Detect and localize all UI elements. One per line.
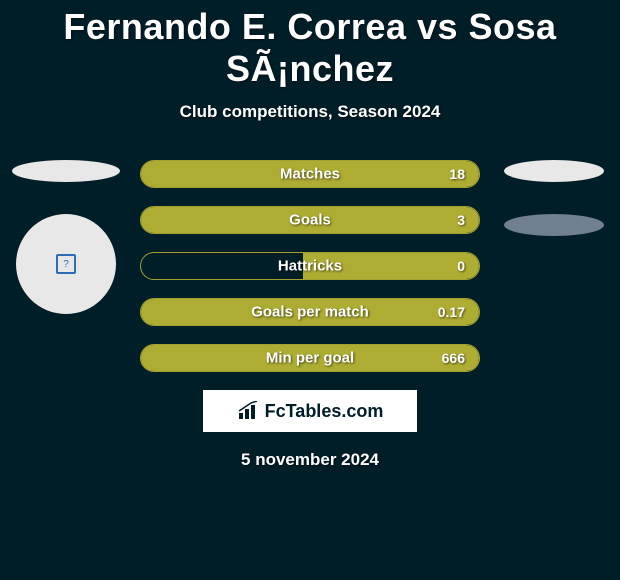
page-subtitle: Club competitions, Season 2024 bbox=[0, 102, 620, 122]
brand-text: FcTables.com bbox=[265, 401, 384, 422]
left-player-col: ? bbox=[6, 160, 126, 314]
stat-value: 0.17 bbox=[438, 304, 465, 320]
stat-label: Goals bbox=[289, 212, 331, 229]
right-player-avatar-ellipse bbox=[504, 214, 604, 236]
stat-value: 0 bbox=[457, 258, 465, 274]
stat-row-hattricks: Hattricks 0 bbox=[140, 252, 480, 280]
stat-row-goals-per-match: Goals per match 0.17 bbox=[140, 298, 480, 326]
stat-label: Min per goal bbox=[266, 350, 354, 367]
stat-label: Hattricks bbox=[278, 258, 342, 275]
date-text: 5 november 2024 bbox=[0, 450, 620, 470]
placeholder-icon: ? bbox=[56, 254, 76, 274]
stat-row-matches: Matches 18 bbox=[140, 160, 480, 188]
left-player-avatar: ? bbox=[16, 214, 116, 314]
stat-label: Matches bbox=[280, 166, 340, 183]
right-player-col bbox=[494, 160, 614, 236]
stat-row-min-per-goal: Min per goal 666 bbox=[140, 344, 480, 372]
stat-value: 18 bbox=[449, 166, 465, 182]
right-player-name-ellipse bbox=[504, 160, 604, 182]
left-player-name-ellipse bbox=[12, 160, 120, 182]
chart-icon bbox=[237, 401, 261, 421]
stat-row-goals: Goals 3 bbox=[140, 206, 480, 234]
stats-bars: Matches 18 Goals 3 Hattricks 0 Goals per… bbox=[140, 160, 480, 372]
stat-value: 666 bbox=[442, 350, 465, 366]
brand-box[interactable]: FcTables.com bbox=[203, 390, 417, 432]
page-title: Fernando E. Correa vs Sosa SÃ¡nchez bbox=[0, 0, 620, 90]
main-area: ? Matches 18 Goals 3 Hattricks 0 Goals p… bbox=[0, 160, 620, 470]
brand-logo: FcTables.com bbox=[237, 401, 384, 422]
stat-label: Goals per match bbox=[251, 304, 369, 321]
stat-value: 3 bbox=[457, 212, 465, 228]
